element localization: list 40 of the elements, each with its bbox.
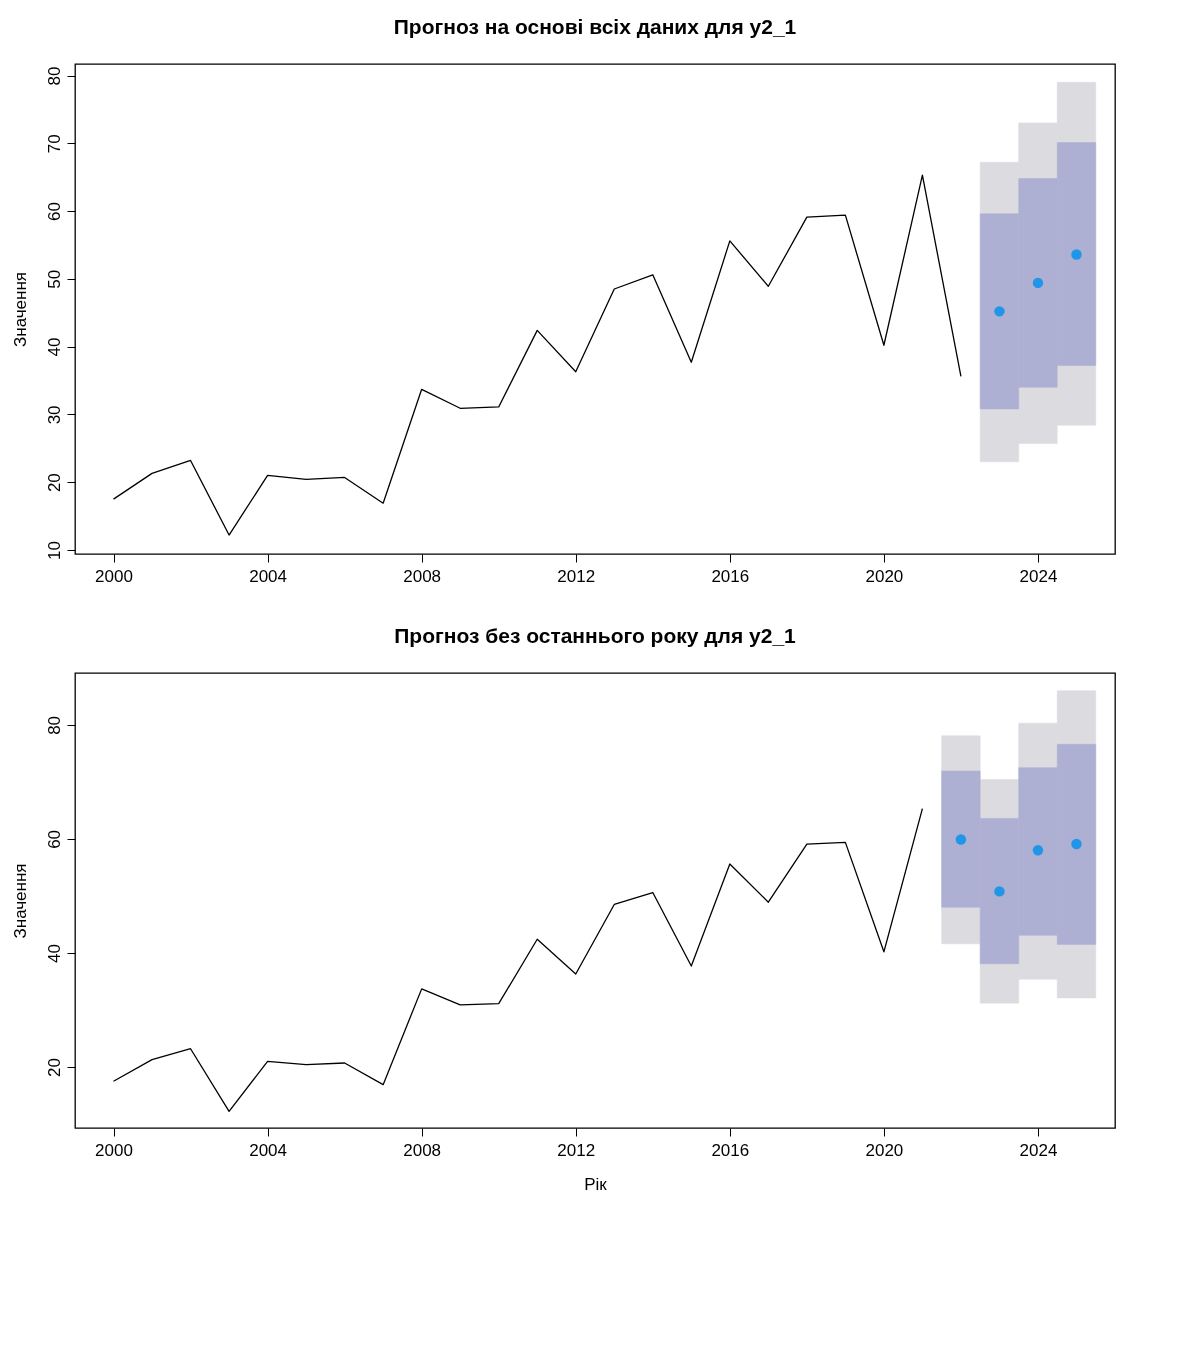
x-tick-label: 2000	[95, 1140, 133, 1160]
x-tick-label: 2000	[95, 566, 133, 586]
x-tick-label: 2004	[249, 566, 288, 586]
y-tick-label: 80	[44, 66, 64, 86]
y-tick-label: 10	[44, 540, 64, 560]
y-tick-label: 60	[44, 202, 64, 222]
y-axis-title: Значення	[10, 863, 30, 939]
y-tick-label: 50	[44, 269, 64, 289]
line-series	[112, 808, 924, 1113]
x-tick-label: 2008	[403, 1140, 442, 1160]
y-tick-label: 70	[44, 134, 64, 154]
x-tick-label: 2004	[249, 1140, 288, 1160]
x-tick-label: 2024	[1019, 566, 1058, 586]
point	[994, 306, 1005, 317]
y-tick-label: 40	[44, 944, 64, 963]
point	[955, 834, 967, 845]
point	[1032, 845, 1044, 856]
x-tick-label: 2020	[865, 566, 904, 586]
x-tick-label: 2016	[711, 1140, 750, 1160]
line-series	[112, 174, 962, 536]
y-tick-label: 40	[44, 337, 64, 357]
y-axis-title: Значення	[10, 271, 30, 348]
x-tick-label: 2020	[865, 1140, 904, 1160]
y-tick-label: 20	[44, 473, 64, 493]
y-tick-label: 80	[44, 715, 64, 735]
x-tick-label: 2012	[557, 1140, 596, 1160]
x-tick-label: 2024	[1019, 1140, 1058, 1160]
x-tick-label: 2016	[711, 566, 750, 586]
point	[1032, 277, 1044, 289]
x-tick-label: 2008	[403, 566, 442, 586]
chart-title: Прогноз на основі всіх даних для y2_1	[393, 15, 797, 38]
point	[1071, 838, 1082, 850]
x-axis-title: Рік	[584, 1174, 608, 1194]
y-tick-label: 20	[44, 1058, 64, 1077]
point	[994, 886, 1005, 897]
x-tick-label: 2012	[557, 566, 596, 586]
point	[1071, 249, 1082, 260]
y-tick-label: 30	[44, 405, 64, 425]
y-tick-label: 60	[44, 829, 64, 849]
chart-title: Прогноз без останнього року для y2_1	[394, 624, 797, 647]
